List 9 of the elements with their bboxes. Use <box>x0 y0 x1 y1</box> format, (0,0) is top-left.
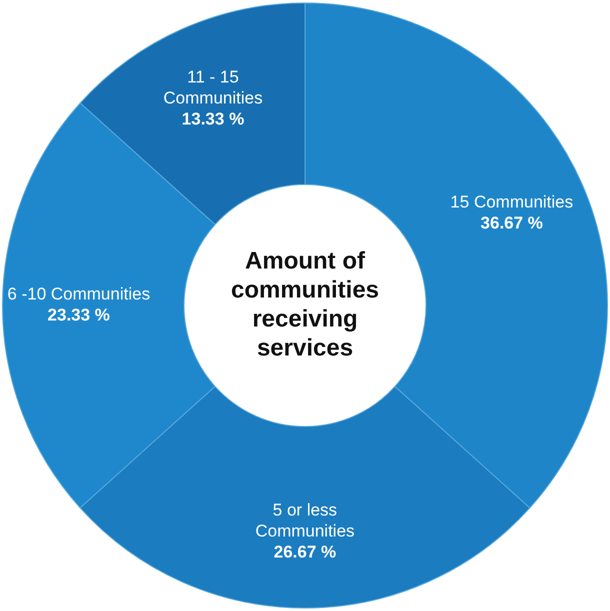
data-label: 26.67 % <box>274 542 336 562</box>
data-label: 13.33 % <box>182 109 244 128</box>
slice-label: 5 or less Communities <box>255 500 355 540</box>
slice-label: 15 Communities <box>450 192 574 212</box>
text: Amount of communities receiving services <box>230 248 380 362</box>
data-label: 36.67 % <box>480 214 543 233</box>
data-label: 23.33 % <box>48 306 110 325</box>
slice-label: 11 - 15 Communities <box>163 67 263 108</box>
slice-label: 6 -10 Communities <box>7 284 150 304</box>
